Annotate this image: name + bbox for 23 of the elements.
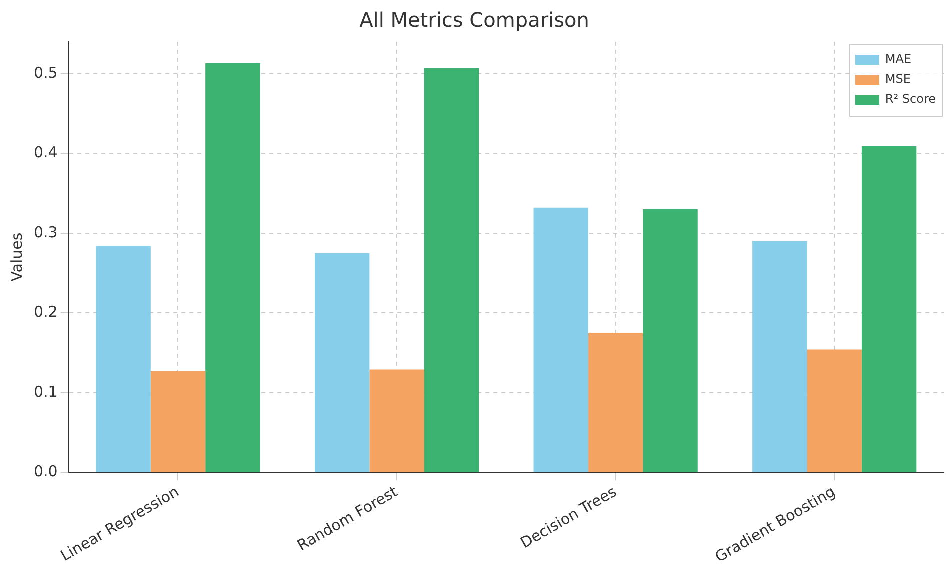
bar: [424, 68, 480, 472]
legend-label: MSE: [885, 72, 911, 86]
bar: [96, 246, 151, 472]
chart-title: All Metrics Comparison: [360, 8, 590, 32]
y-tick-label: 0.1: [34, 382, 58, 401]
y-tick-label: 0.2: [34, 303, 58, 322]
y-tick-label: 0.5: [34, 64, 58, 82]
bar: [752, 241, 808, 472]
bar: [588, 333, 644, 472]
bar: [314, 253, 370, 472]
legend-label: R² Score: [885, 92, 936, 106]
bar: [807, 350, 862, 472]
bar: [206, 64, 260, 472]
y-axis-title: Values: [8, 232, 26, 282]
bar: [534, 208, 588, 472]
bar: [150, 371, 206, 472]
y-tick-label: 0.0: [34, 462, 58, 481]
bar: [370, 370, 424, 472]
bar: [643, 209, 698, 472]
legend-label: MAE: [885, 52, 912, 66]
y-tick-label: 0.4: [34, 144, 58, 162]
y-tick-label: 0.3: [34, 223, 58, 242]
bar: [862, 146, 917, 472]
